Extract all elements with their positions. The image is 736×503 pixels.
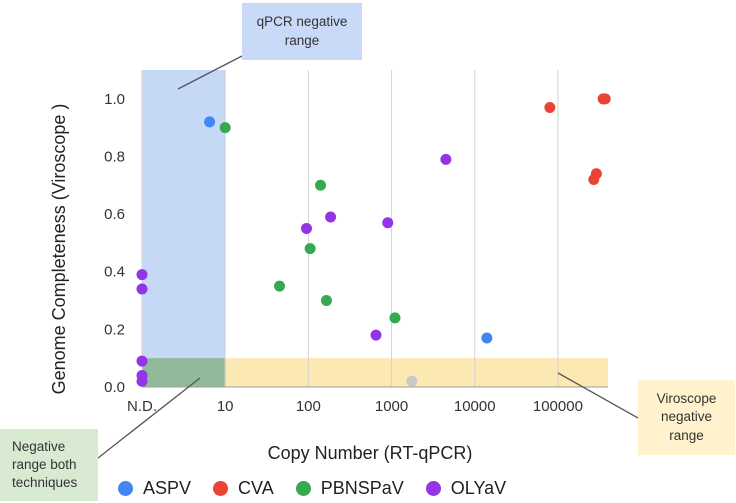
data-points <box>136 93 611 387</box>
point-aspv <box>204 116 216 128</box>
legend-marker <box>213 481 229 496</box>
viroscope-callout-line2: negative <box>660 409 713 425</box>
viroscope-negative-callout: Viroscope negative range <box>638 380 735 455</box>
point-olyav <box>136 283 148 295</box>
point-cva <box>590 168 602 180</box>
point-pbnspav <box>274 280 286 292</box>
point-unlabeled <box>406 375 418 387</box>
x-tick-label: 10 <box>217 398 234 415</box>
both-callout-line3: techniques <box>12 475 78 491</box>
both-callout-line2: range both <box>12 456 77 472</box>
point-olyav <box>440 153 452 165</box>
legend-item-olyav: OLYaV <box>425 478 507 499</box>
legend-marker <box>118 481 133 496</box>
point-olyav <box>370 329 382 341</box>
point-olyav <box>136 269 148 281</box>
legend-marker <box>425 481 441 496</box>
y-tick-label: 1.0 <box>104 91 125 108</box>
both-negative-callout: Negative range both techniques <box>0 429 98 501</box>
both-callout-line1: Negative <box>12 438 66 454</box>
legend-label: PBNSPaV <box>320 478 404 498</box>
legend-item-pbnspav: PBNSPaV <box>295 478 404 499</box>
legend-item-aspv: ASPV <box>118 478 191 499</box>
legend-label: CVA <box>238 478 274 498</box>
x-tick-label: N.D. <box>127 398 157 415</box>
both-leader-line <box>97 377 201 459</box>
qpcr-callout-line1: qPCR negative <box>256 14 348 30</box>
qpcr-callout-line2: range <box>284 32 320 48</box>
point-olyav <box>301 223 313 234</box>
point-pbnspav <box>304 243 316 255</box>
point-pbnspav <box>320 295 332 307</box>
qpcr-negative-callout: qPCR negative range <box>242 3 362 60</box>
callout-leader-lines <box>97 55 639 459</box>
y-tick-label: 0.8 <box>104 148 125 165</box>
chart-legend: ASPV CVA PBNSPaV OLYaV <box>118 478 528 499</box>
x-axis-title: Copy Number (RT-qPCR) <box>268 443 473 463</box>
tick-labels: N.D. 10 100 1000 10000 100000 0.0 0.2 0.4 0.6 0.8 1… <box>104 91 583 415</box>
point-olyav <box>325 211 337 223</box>
x-tick-label: 100 <box>296 398 321 415</box>
x-tick-label: 1000 <box>375 398 408 415</box>
point-cva <box>599 93 611 105</box>
legend-label: OLYaV <box>450 478 507 498</box>
point-olyav <box>136 375 148 387</box>
viroscope-callout-line3: range <box>669 427 704 443</box>
legend-marker <box>295 481 311 496</box>
point-pbnspav <box>389 312 401 324</box>
y-tick-label: 0.2 <box>104 321 125 338</box>
point-olyav <box>136 355 148 367</box>
viroscope-leader-line <box>557 372 639 419</box>
x-tick-label: 10000 <box>454 398 496 415</box>
point-cva <box>544 101 556 113</box>
viroscope-callout-line1: Viroscope <box>656 391 717 407</box>
qpcr-leader-line <box>177 55 243 90</box>
y-axis-title: Genome Completeness (Viroscope ) <box>49 104 69 395</box>
legend-item-cva: CVA <box>213 478 274 499</box>
point-aspv <box>481 332 493 344</box>
both-negative-region <box>142 358 226 387</box>
y-tick-label: 0.4 <box>104 264 125 281</box>
y-tick-label: 0.0 <box>104 379 125 396</box>
legend-label: ASPV <box>143 478 192 498</box>
point-pbnspav <box>315 179 327 191</box>
point-pbnspav <box>219 122 231 134</box>
x-tick-label: 100000 <box>533 398 583 415</box>
y-tick-label: 0.6 <box>104 206 125 223</box>
point-olyav <box>382 217 394 229</box>
